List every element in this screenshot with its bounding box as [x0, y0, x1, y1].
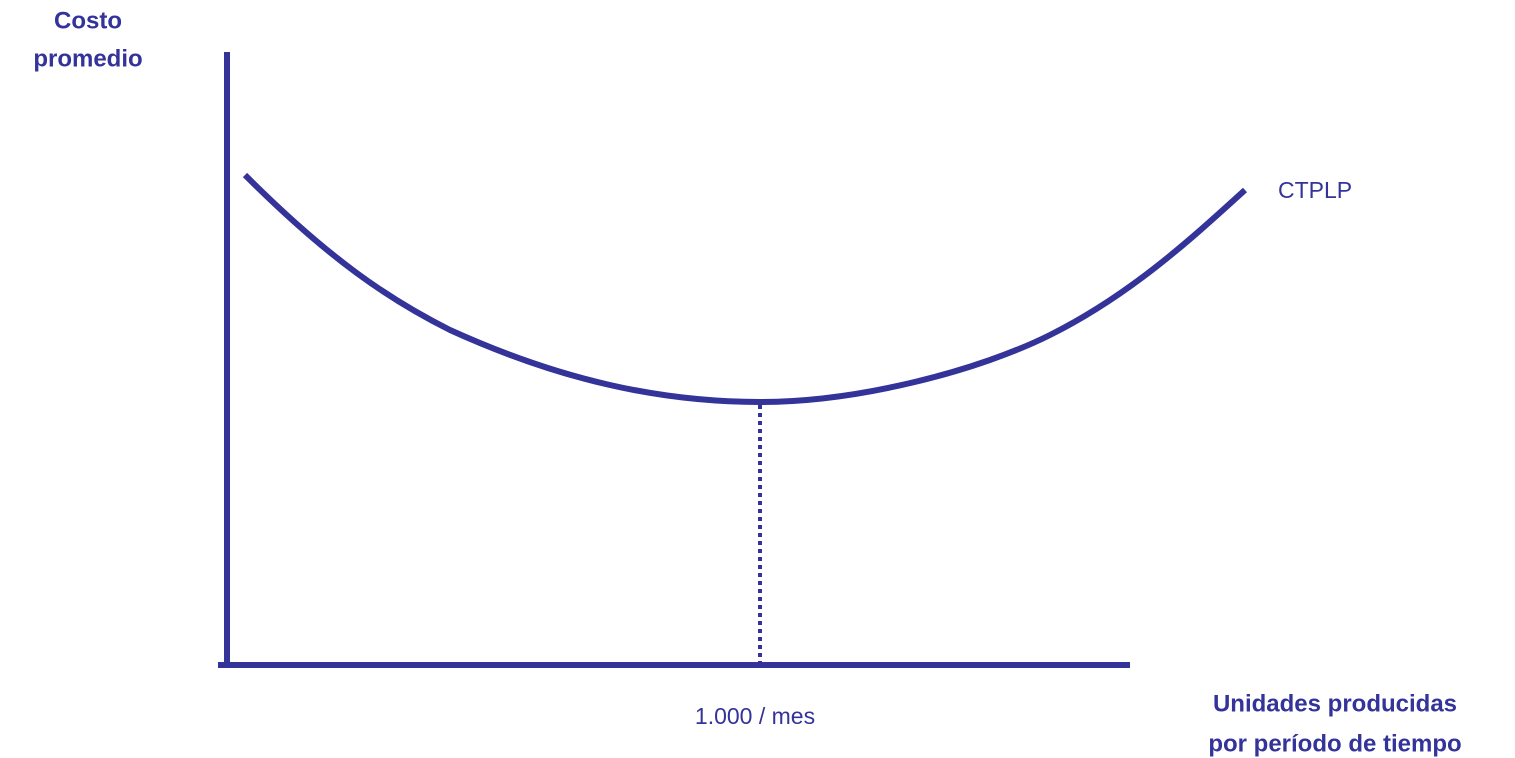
- marker-label: 1.000 / mes: [695, 703, 815, 729]
- y-axis-label: promedio: [33, 45, 142, 72]
- x-axis-label: Unidades producidas: [1213, 690, 1457, 717]
- curve: [242, 172, 1248, 406]
- curve-label: CTPLP: [1278, 177, 1352, 203]
- x-axis-label: por período de tiempo: [1208, 730, 1461, 757]
- y-axis-label: Costo: [54, 7, 122, 34]
